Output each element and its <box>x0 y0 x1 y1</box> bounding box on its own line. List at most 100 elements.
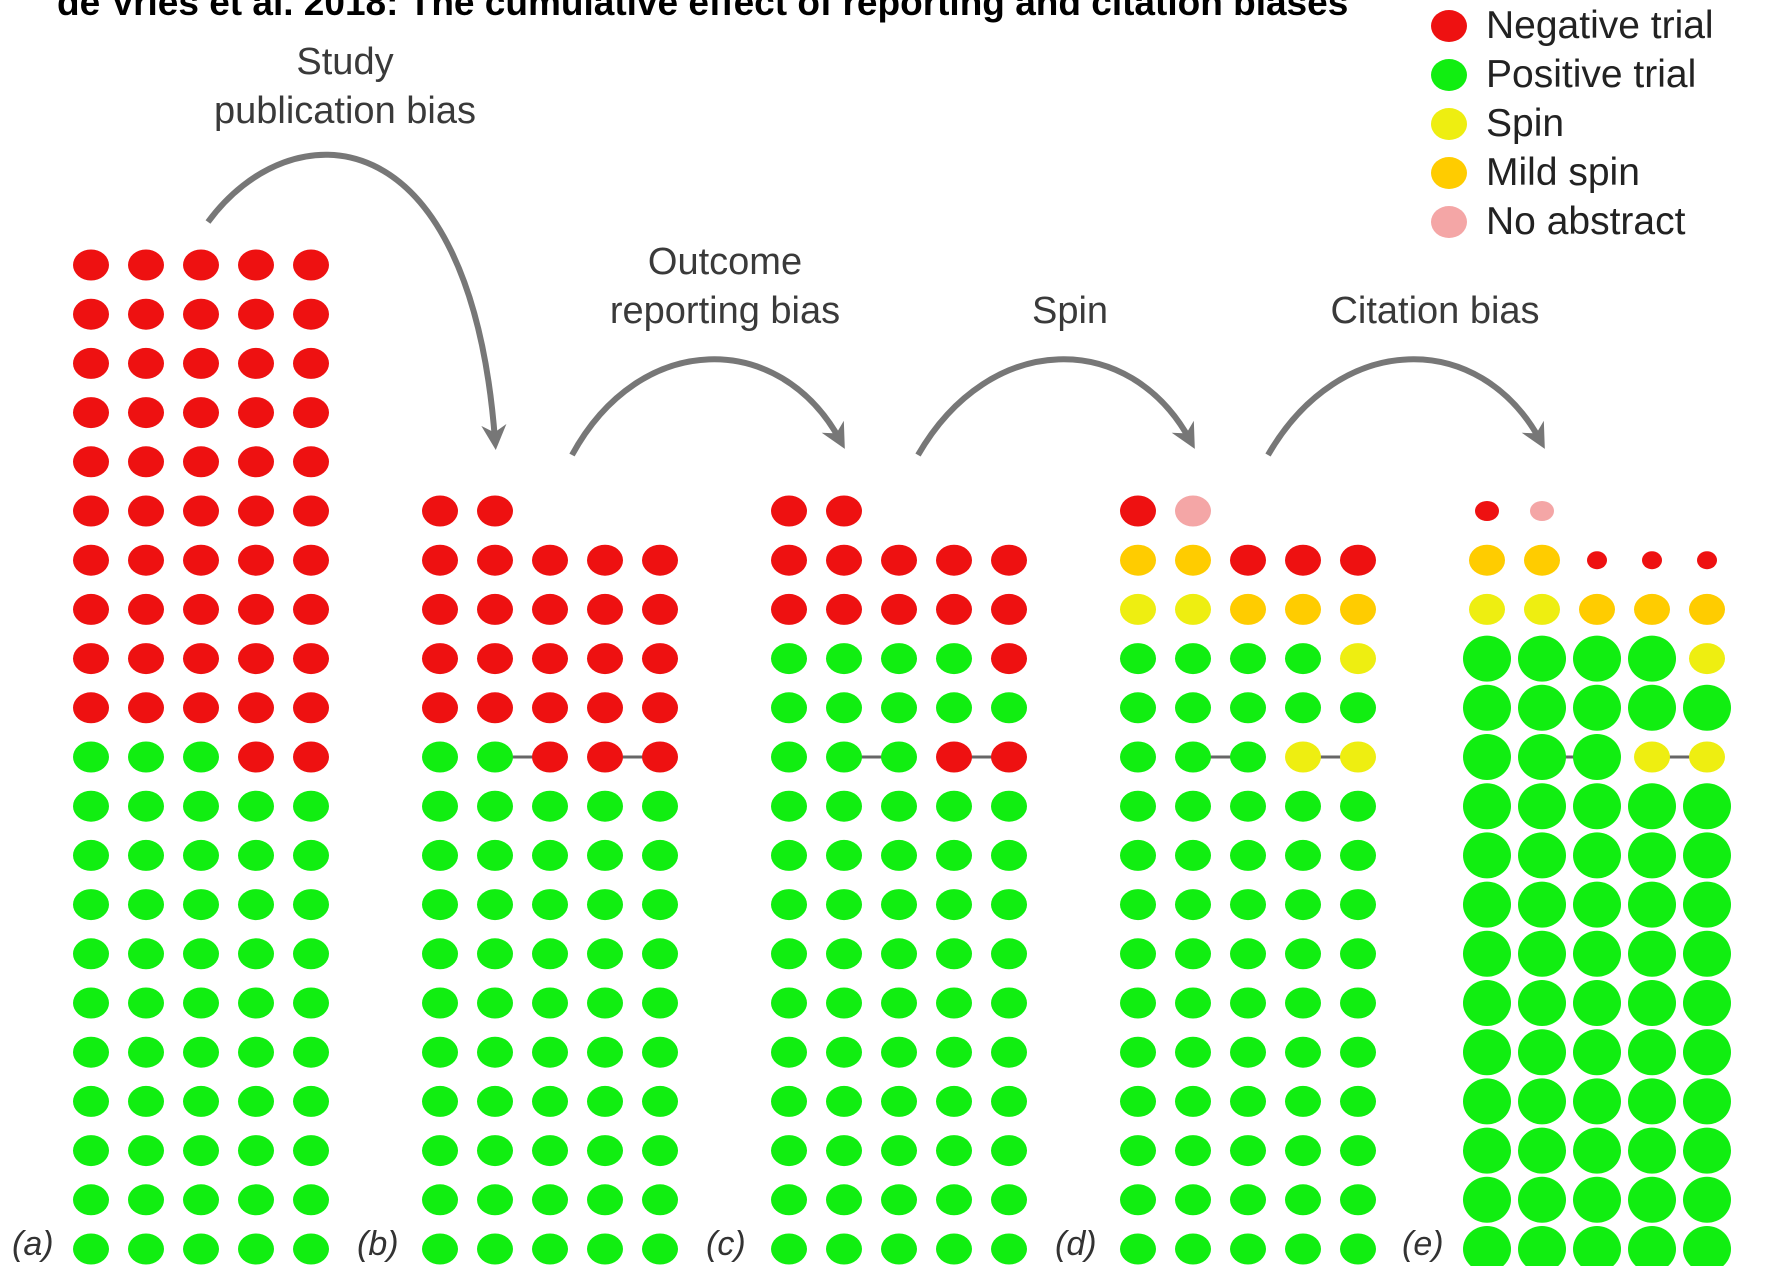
positive-trial-dot <box>642 889 678 921</box>
positive-trial-dot <box>532 889 568 921</box>
positive-trial-dot <box>1340 1233 1376 1265</box>
positive-trial-dot <box>881 1233 917 1265</box>
positive-trial-dot <box>936 889 972 921</box>
spin-dot <box>1120 593 1156 625</box>
positive-trial-dot <box>1340 938 1376 970</box>
positive-trial-dot <box>238 889 274 921</box>
negative-trial-dot <box>293 643 329 675</box>
mild-spin-dot-icon <box>1431 157 1467 189</box>
negative-trial-dot <box>1642 551 1662 570</box>
positive-trial-dot <box>1463 832 1511 879</box>
positive-trial-dot <box>587 1233 623 1265</box>
positive-trial-dot <box>128 1233 164 1265</box>
arrow-outcome-reporting-bias <box>569 356 845 457</box>
positive-trial-dot <box>1628 881 1676 928</box>
positive-trial-dot <box>1340 839 1376 871</box>
positive-trial-dot <box>1340 1135 1376 1167</box>
dot-grids <box>73 249 1731 1266</box>
positive-trial-dot <box>1230 1135 1266 1167</box>
positive-trial-dot <box>1683 832 1731 879</box>
positive-trial-dot <box>1573 832 1621 879</box>
positive-trial-dot <box>422 741 458 773</box>
positive-trial-dot <box>183 987 219 1019</box>
positive-trial-dot <box>1683 980 1731 1026</box>
positive-trial-dot <box>1340 692 1376 724</box>
positive-trial-dot <box>991 790 1027 822</box>
positive-trial-dot <box>128 839 164 871</box>
negative-trial-dot <box>73 347 109 379</box>
positive-trial-dot <box>936 839 972 871</box>
panel-label-c: (c) <box>706 1225 746 1263</box>
negative-trial-dot <box>293 397 329 429</box>
panel-d-dots <box>1120 495 1376 1265</box>
positive-trial-dot <box>1285 1036 1321 1068</box>
positive-trial-dot <box>1175 692 1211 724</box>
positive-trial-dot <box>826 1036 862 1068</box>
positive-trial-dot <box>293 987 329 1019</box>
positive-trial-dot <box>477 1036 513 1068</box>
positive-trial-dot <box>991 1085 1027 1117</box>
positive-trial-dot <box>1683 783 1731 830</box>
positive-trial-dot <box>991 889 1027 921</box>
negative-trial-dot <box>587 741 623 773</box>
positive-trial-dot <box>1573 980 1621 1026</box>
positive-trial-dot <box>1518 832 1566 879</box>
positive-trial-dot <box>1463 684 1511 731</box>
negative-trial-dot <box>183 249 219 281</box>
positive-trial-dot <box>1285 1085 1321 1117</box>
negative-trial-dot <box>532 544 568 576</box>
negative-trial-dot <box>293 495 329 527</box>
positive-trial-dot <box>128 1135 164 1167</box>
positive-trial-dot <box>936 938 972 970</box>
positive-trial-dot <box>183 790 219 822</box>
positive-trial-dot <box>1230 839 1266 871</box>
positive-trial-dot <box>881 1184 917 1216</box>
positive-trial-dot <box>1120 1085 1156 1117</box>
positive-trial-dot <box>422 1135 458 1167</box>
positive-trial-dot <box>238 1184 274 1216</box>
positive-trial-dot <box>881 839 917 871</box>
negative-trial-dot <box>1120 495 1156 527</box>
label-spin: Spin <box>1031 290 1109 332</box>
legend-label: Negative trial <box>1486 4 1714 47</box>
positive-trial-dot <box>1518 684 1566 731</box>
negative-trial-dot <box>183 298 219 330</box>
legend-item-negative: Negative trial <box>1428 2 1770 50</box>
arrow-publication-bias <box>205 151 507 451</box>
panel-a-dots <box>73 249 329 1265</box>
negative-trial-dot <box>587 692 623 724</box>
negative-trial-dot <box>991 544 1027 576</box>
positive-trial-dot <box>1120 889 1156 921</box>
negative-trial-dot <box>1697 551 1717 570</box>
positive-trial-dot <box>587 1036 623 1068</box>
negative-trial-dot <box>128 593 164 625</box>
positive-trial-dot <box>826 1085 862 1117</box>
positive-trial-dot <box>1628 1029 1676 1076</box>
positive-trial-dot <box>1628 1226 1676 1266</box>
negative-trial-dot <box>128 692 164 724</box>
positive-trial-dot <box>1628 1127 1676 1174</box>
negative-trial-dot <box>642 544 678 576</box>
negative-trial-dot <box>128 643 164 675</box>
positive-trial-dot <box>238 1135 274 1167</box>
positive-trial-dot <box>1463 1176 1511 1223</box>
positive-trial-dot <box>422 1036 458 1068</box>
negative-trial-dot <box>642 741 678 773</box>
label-citation-bias: Citation bias <box>1330 290 1540 332</box>
mild-spin-dot <box>1340 593 1376 625</box>
positive-trial-dot <box>1518 734 1566 780</box>
positive-trial-dot <box>642 1036 678 1068</box>
positive-trial-dot <box>477 1085 513 1117</box>
positive-trial-dot <box>1463 1029 1511 1076</box>
positive-trial-dot <box>826 692 862 724</box>
positive-trial-dot <box>1573 1226 1621 1266</box>
positive-trial-dot <box>1230 1085 1266 1117</box>
negative-trial-dot <box>73 593 109 625</box>
negative-trial-dot <box>881 593 917 625</box>
positive-trial-dot <box>881 692 917 724</box>
negative-trial-dot <box>1230 544 1266 576</box>
positive-trial-dot <box>293 839 329 871</box>
positive-trial-dot <box>238 938 274 970</box>
positive-trial-dot <box>771 987 807 1019</box>
positive-trial-dot <box>1463 930 1511 977</box>
